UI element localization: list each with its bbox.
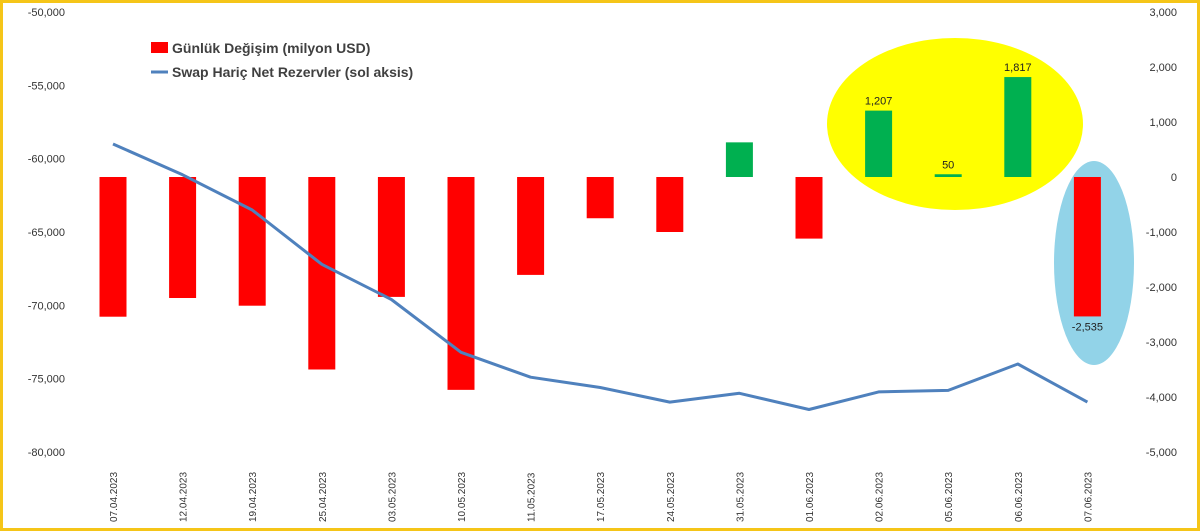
x-tick-label: 24.05.2023 [666,472,677,522]
bar-06.06.2023 [1004,77,1032,177]
x-tick-label: 19.04.2023 [248,472,259,522]
right-tick-label: -2,000 [1146,282,1177,294]
bar-07.06.2023 [1073,177,1101,317]
x-tick-label: 02.06.2023 [875,472,886,522]
right-tick-label: -1,000 [1146,227,1177,239]
x-tick-label: 07.04.2023 [109,472,120,522]
x-tick-label: 11.05.2023 [527,472,538,522]
left-tick-label: -70,000 [28,300,65,312]
data-label-06.06.2023: 1,817 [1004,62,1032,74]
bar-24.05.2023 [656,177,684,232]
x-tick-label: 31.05.2023 [735,472,746,522]
left-tick-label: -65,000 [28,227,65,239]
data-label-05.06.2023: 50 [942,159,954,171]
data-label-02.06.2023: 1,207 [865,96,893,108]
x-tick-label: 25.04.2023 [318,472,329,522]
x-tick-label: 03.05.2023 [387,472,398,522]
left-tick-label: -60,000 [28,154,65,166]
bar-11.05.2023 [517,177,545,275]
x-tick-label: 07.06.2023 [1083,472,1094,522]
x-tick-label: 10.05.2023 [457,472,468,522]
bar-12.04.2023 [169,177,197,298]
bar-02.06.2023 [865,110,893,177]
x-tick-label: 01.06.2023 [805,472,816,522]
x-tick-label: 05.06.2023 [944,472,955,522]
legend-swatch-bars [151,42,168,53]
right-tick-label: -3,000 [1146,337,1177,349]
right-tick-label: -4,000 [1146,392,1177,404]
data-label-07.06.2023: -2,535 [1072,321,1103,333]
bar-01.06.2023 [795,177,823,239]
bar-31.05.2023 [725,142,753,177]
x-tick-label: 06.06.2023 [1014,472,1025,522]
right-tick-label: 1,000 [1149,117,1177,129]
bar-03.05.2023 [377,177,405,297]
reserves-line [112,142,1089,411]
right-tick-label: 2,000 [1149,62,1177,74]
bar-07.04.2023 [99,177,127,317]
right-tick-label: -5,000 [1146,447,1177,459]
x-tick-label: 17.05.2023 [596,472,607,522]
legend-label-bars: Günlük Değişim (milyon USD) [172,40,370,56]
left-tick-label: -55,000 [28,80,65,92]
x-tick-label: 12.04.2023 [179,472,190,522]
bar-25.04.2023 [308,177,336,370]
right-tick-label: 3,000 [1149,7,1177,19]
legend-label-line: Swap Hariç Net Rezervler (sol aksis) [172,64,413,80]
left-tick-label: -80,000 [28,447,65,459]
left-tick-label: -75,000 [28,374,65,386]
bar-10.05.2023 [447,177,475,390]
left-tick-label: -50,000 [28,7,65,19]
bar-17.05.2023 [586,177,614,219]
bar-19.04.2023 [238,177,266,306]
bar-05.06.2023 [934,174,962,177]
right-tick-label: 0 [1171,172,1177,184]
